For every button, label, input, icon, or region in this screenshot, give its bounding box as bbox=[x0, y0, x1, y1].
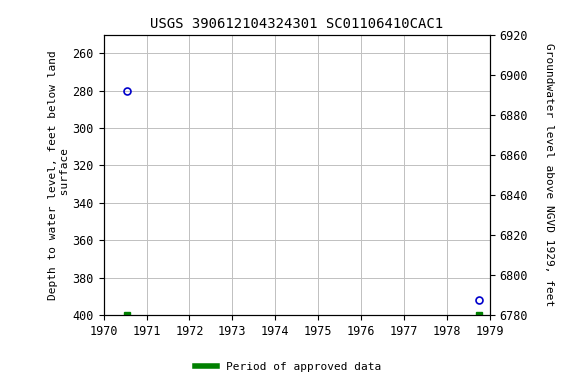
Legend: Period of approved data: Period of approved data bbox=[191, 358, 385, 377]
Y-axis label: Depth to water level, feet below land
 surface: Depth to water level, feet below land su… bbox=[48, 50, 70, 300]
Y-axis label: Groundwater level above NGVD 1929, feet: Groundwater level above NGVD 1929, feet bbox=[544, 43, 555, 306]
Title: USGS 390612104324301 SC01106410CAC1: USGS 390612104324301 SC01106410CAC1 bbox=[150, 17, 443, 31]
